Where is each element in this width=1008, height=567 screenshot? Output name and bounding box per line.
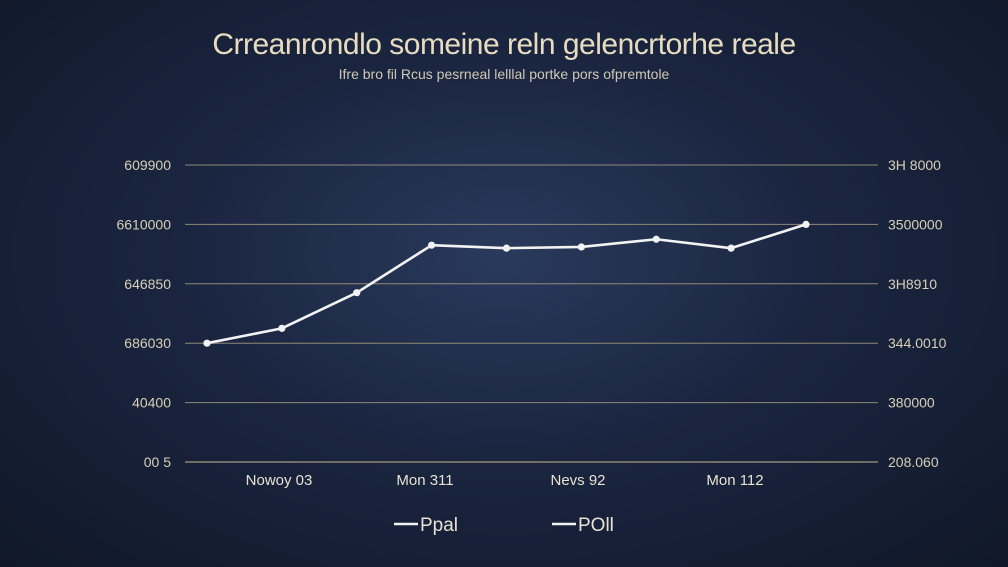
y-tick-label-left: 00 5 [144,454,171,470]
gridlines [185,164,878,463]
data-point [577,243,585,251]
y-tick-label-left: 609900 [124,157,171,173]
y-tick-label-right: 380000 [888,395,935,411]
legend-label: POll [578,515,614,536]
y-tick-label-right: 208.060 [888,454,939,470]
data-point [203,339,211,347]
data-point [353,289,361,297]
legend-label: Ppal [420,515,458,536]
data-point [802,220,810,228]
chart-title: Crreanrondlo someine reln gelencrtorhe r… [212,28,796,61]
y-tick-label-right: 3H8910 [888,276,937,292]
data-point [278,324,286,332]
x-tick-label: Nowoy 03 [246,472,313,489]
y-tick-label-right: 3500000 [888,216,943,232]
series-lines [203,220,810,347]
data-point [502,244,511,252]
data-point [652,235,660,243]
y-tick-label-left: 686030 [124,335,171,351]
x-tick-label: Mon 311 [396,472,453,489]
left-axis-tick-labels: 609900 6610000 646850 686030 40400 00 5 [116,157,171,470]
y-tick-label-right: 344.0010 [888,335,947,351]
y-tick-label-right: 3H 8000 [888,157,941,173]
data-point [727,244,735,252]
x-axis-tick-labels: Nowoy 03 Mon 311 Nevs 92 Mon 112 [246,472,764,489]
data-point [428,241,436,249]
chart-subtitle: Ifre bro fil Rcus pesrneal lelllal portk… [338,66,670,82]
x-tick-label: Nevs 92 [550,472,605,489]
x-tick-label: Mon 112 [706,472,763,489]
right-axis-tick-labels: 3H 8000 3500000 3H8910 344.0010 380000 208.06… [888,157,947,470]
y-tick-label-left: 40400 [132,395,171,411]
y-tick-label-left: 646850 [124,276,171,292]
y-tick-label-left: 6610000 [116,216,171,232]
legend: Ppal POll [394,515,614,536]
